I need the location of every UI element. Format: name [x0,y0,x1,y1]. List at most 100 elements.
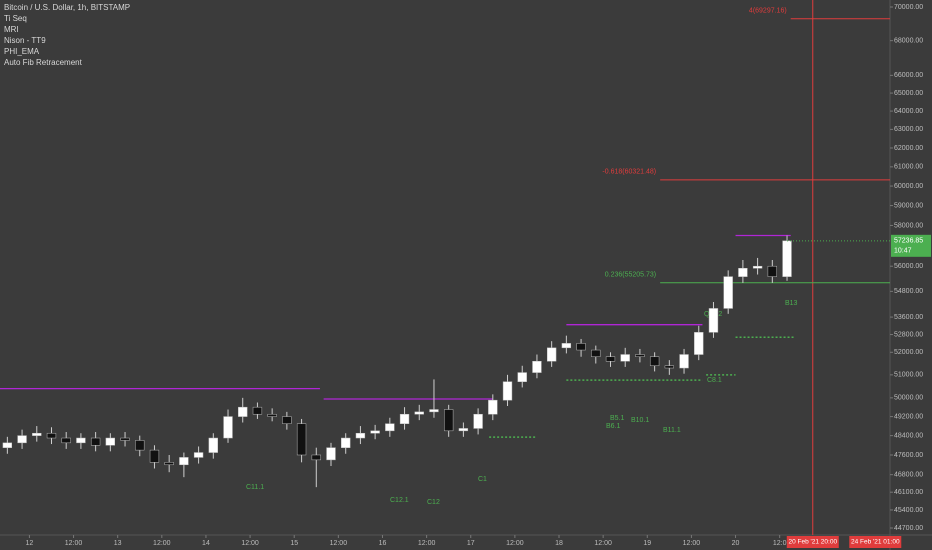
candle-body [723,276,733,309]
candle-body [546,347,557,362]
x-tick-label: 12:00 [153,540,171,547]
candle-body [738,268,748,277]
last-price-box [891,234,931,257]
x-tick-label: 17 [467,540,475,547]
annotation: C12 [427,499,440,506]
candle-body [694,332,704,355]
fib-label: 4(69297.16) [749,8,787,15]
x-tick-label: 12 [26,540,34,547]
y-tick-label: 46100.00 [894,489,923,496]
indicator-name: PHI_EMA [4,47,40,56]
candle-body [473,413,483,429]
y-tick-label: 44700.00 [894,525,923,532]
candle-body [17,435,27,444]
candle-body [444,409,454,432]
candle-body [591,349,601,358]
y-tick-label: 61000.00 [894,164,923,171]
y-tick-label: 45400.00 [894,507,923,514]
x-tick-label: 12:00 [65,540,83,547]
candle-body [605,356,616,362]
candle-body [238,406,248,417]
candle-body [561,343,572,349]
candle-body [385,423,395,432]
date-marker-label: 24 Feb '21 01:00 [851,539,900,546]
y-tick-label: 56000.00 [894,263,923,270]
y-tick-label: 68000.00 [894,38,923,45]
candle-body [105,437,115,446]
candle-body [46,432,57,439]
candle-body [341,437,351,448]
y-tick-label: 62000.00 [894,145,923,152]
x-tick-label: 12:00 [506,540,524,547]
x-tick-label: 16 [379,540,387,547]
candle-body [120,437,130,441]
candle-body [135,440,145,451]
candle-body [708,308,719,333]
date-marker-box [786,536,839,548]
x-tick-label: 13 [114,540,122,547]
annotation: C12.1 [390,497,409,504]
annotation: B6.1 [606,423,621,430]
y-tick-label: 49200.00 [894,413,923,420]
y-tick-label: 53600.00 [894,314,923,321]
y-tick-label: 64000.00 [894,108,923,115]
x-tick-label: 12:00 [330,540,348,547]
candle-body [679,354,689,369]
candle-body [532,361,542,373]
y-tick-label: 63000.00 [894,126,923,133]
candle-body [179,457,189,466]
candle-body [488,399,498,415]
y-tick-label: 50000.00 [894,395,923,402]
candle-body [296,423,307,456]
y-tick-label: 60000.00 [894,183,923,190]
x-tick-label: 15 [290,540,298,547]
x-tick-label: 18 [555,540,563,547]
last-price-label: 57236.85 [894,238,923,245]
candle-body [752,265,763,269]
annotation: C8.1 [707,377,722,384]
x-tick-label: 14 [202,540,210,547]
candle-body [429,409,439,413]
fib-label: 0.236(55205.73) [605,272,656,279]
x-tick-label: 12:00 [683,540,701,547]
x-tick-label: 12:0 [773,540,787,547]
date-marker-box [849,536,902,548]
symbol-title: Bitcoin / U.S. Dollar, 1h, BITSTAMP [4,3,130,12]
fib-label: -0.618(60321.48) [602,169,656,176]
date-marker-label: 20 Feb '21 20:00 [788,539,837,546]
candle-body [576,343,586,351]
annotation: B10.1 [631,417,649,424]
x-tick-label: 12:00 [594,540,612,547]
candle-body [149,449,160,463]
candle-body [664,365,675,369]
candle-body [649,356,660,367]
candle-body [414,411,424,415]
candle-body [311,454,321,461]
indicator-name: Auto Fib Retracement [4,58,83,67]
x-tick-label: 12:00 [418,540,436,547]
annotation: B13 [785,300,798,307]
y-tick-label: 46800.00 [894,472,923,479]
annotation: B11.1 [663,427,681,434]
y-tick-label: 52000.00 [894,349,923,356]
y-tick-label: 66000.00 [894,72,923,79]
y-tick-label: 58000.00 [894,222,923,229]
candle-body [782,240,792,277]
candle-body [517,372,527,382]
candle-body [252,406,263,415]
y-tick-label: 52800.00 [894,331,923,338]
y-tick-label: 65000.00 [894,90,923,97]
countdown-label: 10:47 [894,248,912,255]
x-tick-label: 19 [643,540,651,547]
y-tick-label: 54800.00 [894,288,923,295]
candle-body [502,381,513,401]
candle-body [326,447,336,461]
candle-body [458,428,469,432]
candle-body [2,442,13,448]
indicator-name: Nison - TT9 [4,36,46,45]
candle-body [76,437,86,444]
y-tick-label: 70000.00 [894,4,923,11]
candle-body [32,432,42,436]
y-tick-label: 59000.00 [894,202,923,209]
candle-body [620,354,630,362]
